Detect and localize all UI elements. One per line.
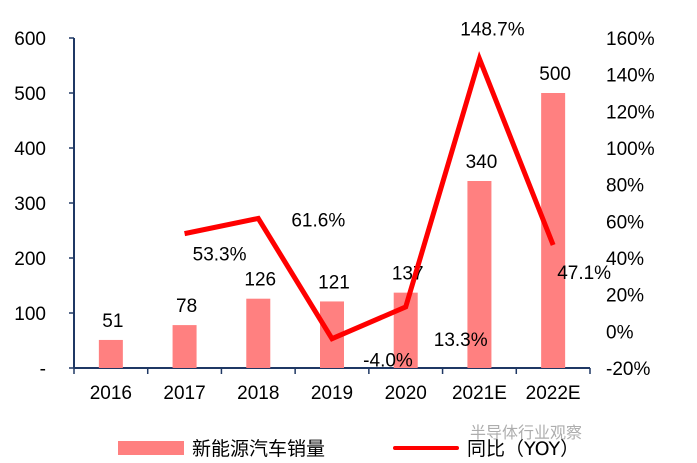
legend-swatch-line [393, 445, 460, 450]
y-right-tick-label: -20% [606, 359, 650, 380]
bar [98, 339, 123, 368]
x-tick-label: 2019 [311, 383, 353, 404]
watermark: 半导体行业观察 [470, 423, 583, 442]
yoy-line [184, 51, 556, 342]
y-left-tick-label: 300 [14, 194, 46, 215]
y-left-tick-label: 100 [14, 304, 46, 325]
line-label: -4.0% [363, 351, 413, 372]
y-left-tick-label: 500 [14, 84, 46, 105]
y-right-tick-label: 120% [606, 102, 655, 123]
legend-label-yoy: 同比（YOY） [467, 438, 580, 460]
bar [246, 298, 271, 368]
y-right-tick-label: 80% [606, 176, 644, 197]
y-left-tick-label: 400 [14, 139, 46, 160]
bar-label: 121 [318, 272, 350, 293]
y-left-tick-label: 600 [14, 29, 46, 50]
x-tick-label: 2018 [237, 383, 279, 404]
y-right-tick-label: 140% [606, 66, 655, 87]
y-right-tick-label: 100% [606, 139, 655, 160]
bar-label: 340 [466, 152, 498, 173]
y-left-tick-label: - [40, 359, 46, 380]
legend-label-sales: 新能源汽车销量 [192, 438, 326, 460]
line-label: 148.7% [460, 20, 525, 41]
bar-label: 78 [176, 296, 197, 317]
bar-label: 126 [244, 270, 276, 291]
legend: 新能源汽车销量 同比（YOY） [118, 434, 579, 461]
x-tick-label: 2021E [452, 383, 507, 404]
y-right-tick-label: 0% [606, 322, 634, 343]
x-tick-label: 2016 [90, 383, 132, 404]
legend-swatch-bar [118, 440, 184, 455]
line-label: 13.3% [434, 330, 488, 351]
bar-label: 500 [539, 64, 571, 85]
y-right-tick-label: 160% [606, 29, 655, 50]
line-label: 47.1% [557, 263, 611, 284]
x-tick-label: 2022E [526, 383, 581, 404]
line-label: 61.6% [291, 210, 345, 231]
line-label: 53.3% [193, 245, 247, 266]
x-tick-label: 2020 [385, 383, 427, 404]
bar [467, 181, 492, 368]
y-right-tick-label: 20% [606, 286, 644, 307]
y-right-tick-label: 60% [606, 212, 644, 233]
y-left-tick-label: 200 [14, 249, 46, 270]
bar-label: 51 [102, 311, 123, 332]
x-tick-label: 2017 [163, 383, 205, 404]
y-right-tick-label: 40% [606, 249, 644, 270]
bar [172, 325, 197, 368]
